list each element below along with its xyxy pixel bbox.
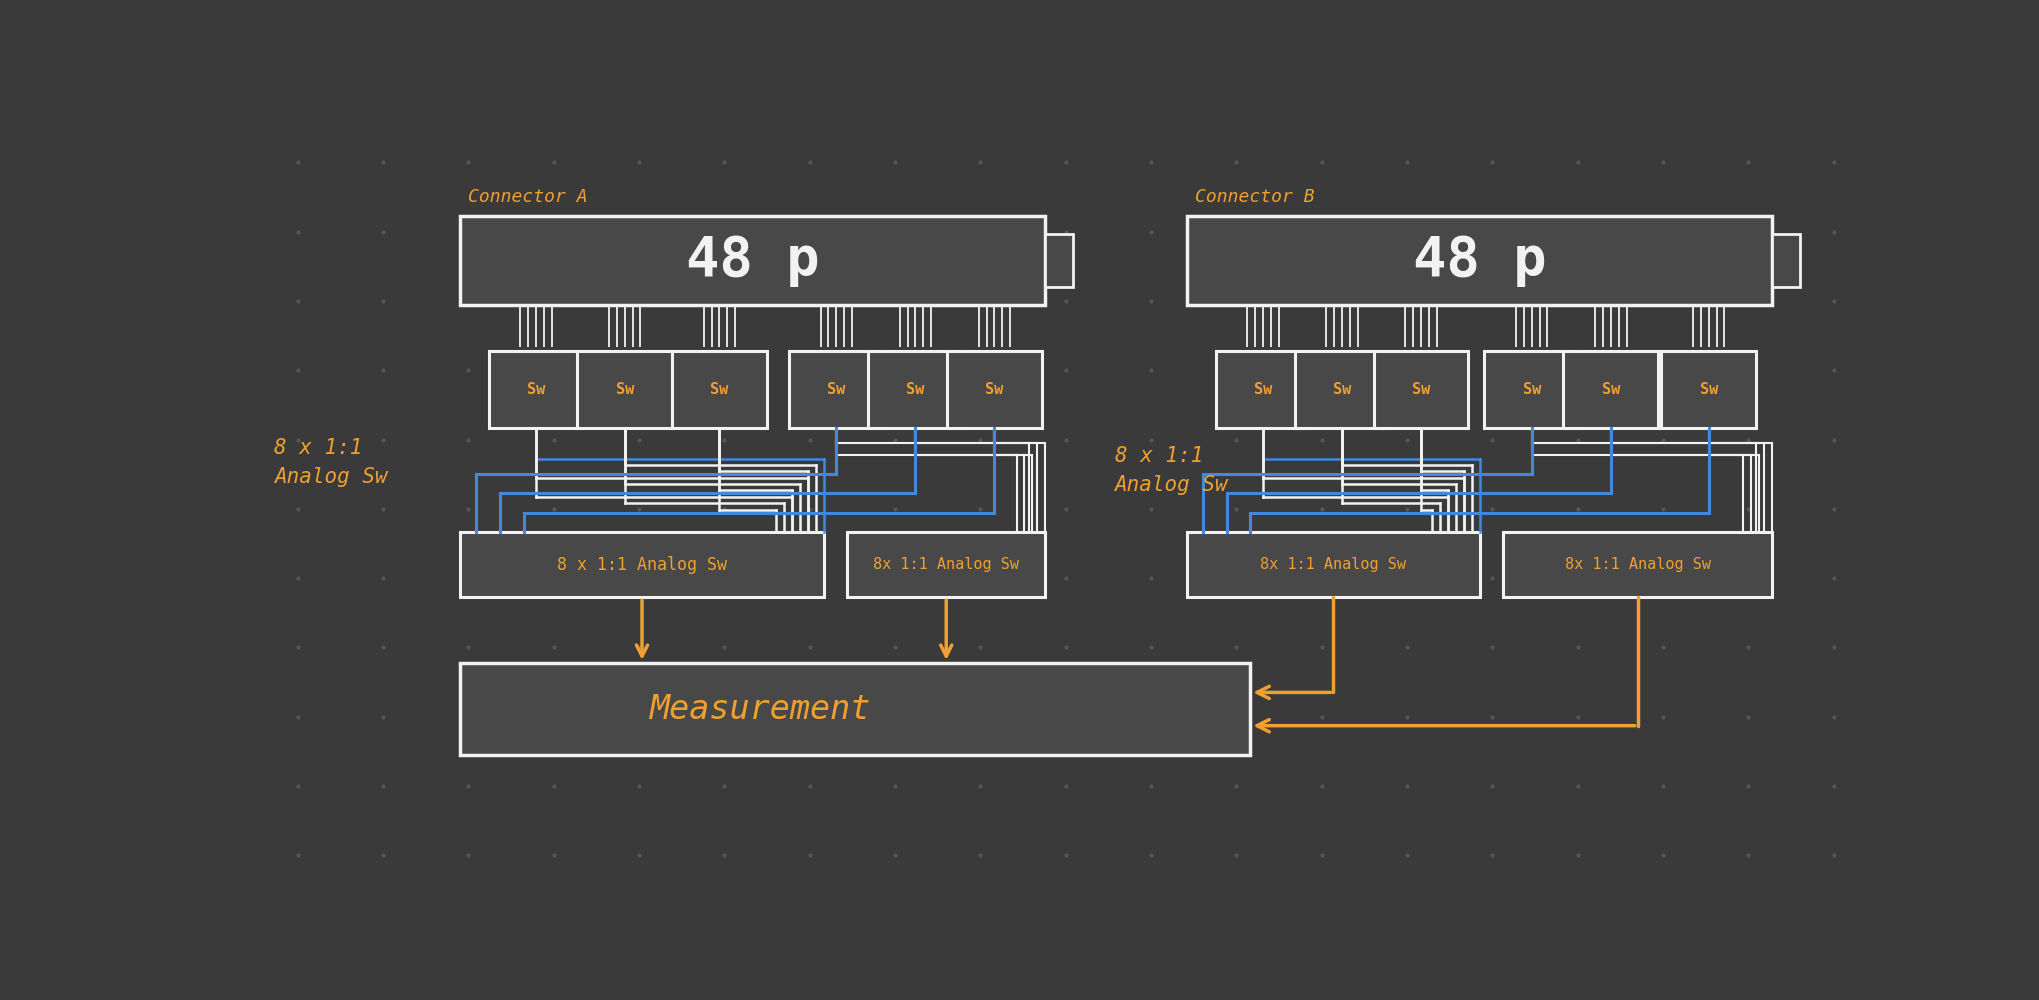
Text: 8x 1:1 Analog Sw: 8x 1:1 Analog Sw [1564, 557, 1711, 572]
Text: Sw: Sw [1523, 382, 1541, 397]
Text: Connector B: Connector B [1195, 188, 1315, 206]
Text: 8x 1:1 Analog Sw: 8x 1:1 Analog Sw [1260, 557, 1407, 572]
Text: Connector A: Connector A [469, 188, 587, 206]
Text: 8 x 1:1
Analog Sw: 8 x 1:1 Analog Sw [1115, 446, 1227, 495]
FancyBboxPatch shape [1215, 351, 1311, 428]
FancyBboxPatch shape [461, 216, 1046, 305]
Text: Sw: Sw [985, 382, 1003, 397]
Text: Sw: Sw [828, 382, 846, 397]
Text: Sw: Sw [1411, 382, 1429, 397]
FancyBboxPatch shape [1503, 532, 1772, 597]
Text: 48 p: 48 p [685, 234, 820, 287]
Text: Sw: Sw [1701, 382, 1717, 397]
FancyBboxPatch shape [848, 532, 1046, 597]
FancyBboxPatch shape [489, 351, 583, 428]
FancyBboxPatch shape [461, 663, 1250, 755]
FancyBboxPatch shape [1187, 532, 1480, 597]
FancyBboxPatch shape [789, 351, 883, 428]
FancyBboxPatch shape [1564, 351, 1658, 428]
Text: Sw: Sw [1254, 382, 1272, 397]
Text: Sw: Sw [1334, 382, 1352, 397]
FancyBboxPatch shape [673, 351, 767, 428]
FancyBboxPatch shape [1484, 351, 1578, 428]
Text: 8x 1:1 Analog Sw: 8x 1:1 Analog Sw [873, 557, 1020, 572]
Text: 48 p: 48 p [1413, 234, 1546, 287]
FancyBboxPatch shape [1187, 216, 1772, 305]
FancyBboxPatch shape [577, 351, 673, 428]
FancyBboxPatch shape [1374, 351, 1468, 428]
FancyBboxPatch shape [461, 532, 824, 597]
Text: Sw: Sw [1601, 382, 1619, 397]
FancyBboxPatch shape [1662, 351, 1756, 428]
FancyBboxPatch shape [1772, 234, 1800, 287]
Text: 8 x 1:1 Analog Sw: 8 x 1:1 Analog Sw [557, 556, 728, 574]
Text: Sw: Sw [710, 382, 728, 397]
FancyBboxPatch shape [1046, 234, 1073, 287]
FancyBboxPatch shape [946, 351, 1042, 428]
Text: 8 x 1:1
Analog Sw: 8 x 1:1 Analog Sw [273, 438, 387, 487]
Text: Sw: Sw [616, 382, 634, 397]
Text: Sw: Sw [526, 382, 544, 397]
FancyBboxPatch shape [1295, 351, 1389, 428]
Text: Measurement: Measurement [650, 693, 871, 726]
FancyBboxPatch shape [869, 351, 962, 428]
Text: Sw: Sw [905, 382, 924, 397]
